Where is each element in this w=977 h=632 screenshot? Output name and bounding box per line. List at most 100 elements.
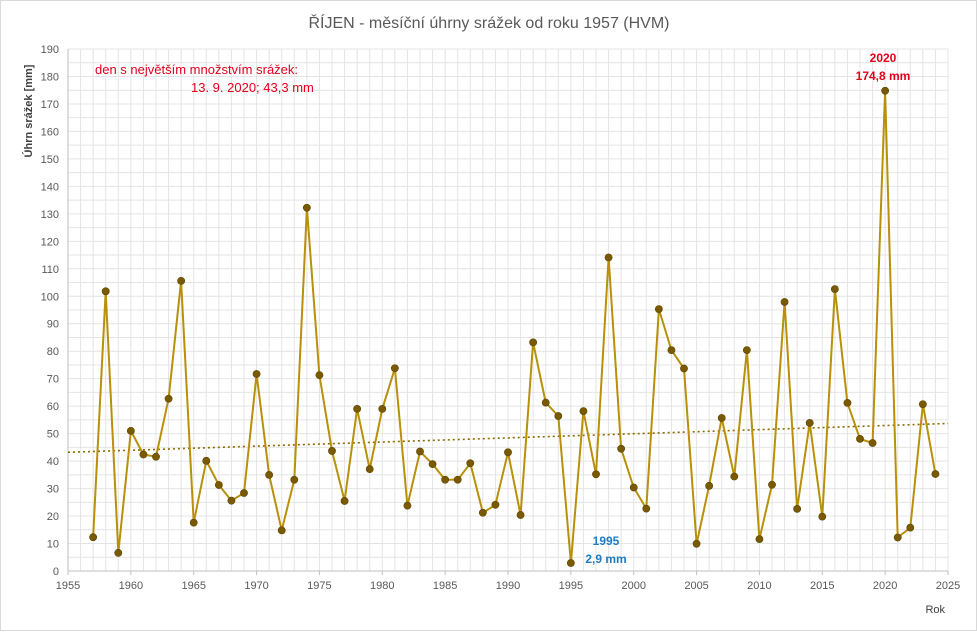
- min-year-label: 1995: [593, 534, 620, 548]
- data-point: [717, 414, 726, 422]
- data-point: [315, 371, 324, 380]
- series-line: [92, 89, 937, 564]
- y-axis-label: Úhrn srážek [mm]: [22, 64, 35, 157]
- x-tick-label: 2020: [873, 580, 897, 592]
- data-point: [516, 511, 525, 519]
- data-point: [189, 518, 198, 527]
- gridlines: [67, 48, 949, 572]
- data-point: [881, 86, 890, 95]
- y-tick-label: 170: [41, 99, 59, 111]
- data-point: [252, 370, 261, 378]
- y-tick-label: 0: [53, 566, 59, 578]
- x-tick-label: 1965: [181, 580, 205, 592]
- y-tick-label: 40: [47, 456, 59, 468]
- data-point: [290, 475, 299, 484]
- data-point: [654, 305, 663, 314]
- data-point: [353, 405, 362, 413]
- data-point: [604, 253, 613, 262]
- data-point: [139, 450, 148, 459]
- y-tick-label: 60: [47, 401, 59, 413]
- y-tick-label: 50: [47, 429, 59, 441]
- data-point: [906, 523, 915, 532]
- data-point: [177, 276, 186, 285]
- data-point: [277, 526, 286, 535]
- data-point: [692, 539, 701, 548]
- data-point: [491, 500, 500, 509]
- data-point: [126, 426, 135, 435]
- data-point: [705, 481, 714, 490]
- trendline: [67, 422, 949, 454]
- data-point: [202, 456, 211, 465]
- data-point: [780, 298, 789, 306]
- y-tick-label: 30: [47, 484, 59, 496]
- x-tick-label: 1975: [307, 580, 331, 592]
- data-point: [152, 452, 160, 461]
- y-tick-label: 130: [41, 209, 59, 221]
- data-point: [642, 504, 651, 513]
- data-point: [227, 496, 236, 505]
- data-point: [340, 497, 349, 505]
- data-point: [768, 480, 776, 489]
- y-tick-labels: 0 10 20 30 40 50 60 70 80 90 100 110 120 130 140 150 160…: [41, 44, 59, 578]
- x-tick-label: 2005: [684, 580, 708, 592]
- x-axis-label: Rok: [925, 604, 945, 616]
- data-point: [214, 481, 223, 489]
- data-point: [114, 548, 123, 557]
- data-point: [755, 535, 764, 544]
- x-tick-label: 2015: [810, 580, 834, 592]
- x-tick-label: 1955: [56, 580, 80, 592]
- data-point: [164, 394, 173, 403]
- x-tick-label: 1980: [370, 580, 394, 592]
- y-tick-label: 150: [41, 154, 59, 166]
- note-line-1: den s největším množstvím srážek:: [95, 62, 298, 77]
- data-point: [554, 412, 563, 420]
- note-line-2: 13. 9. 2020; 43,3 mm: [191, 80, 314, 95]
- data-point: [566, 559, 575, 567]
- x-tick-label: 1970: [244, 580, 268, 592]
- data-point: [478, 508, 487, 517]
- data-point: [378, 405, 387, 413]
- data-point: [818, 512, 827, 521]
- data-point: [240, 489, 248, 497]
- data-point: [403, 501, 412, 510]
- data-point: [742, 346, 751, 355]
- y-tick-label: 20: [47, 511, 59, 523]
- data-point: [843, 398, 852, 407]
- data-point: [805, 419, 814, 427]
- y-tick-label: 140: [41, 181, 59, 193]
- data-point: [592, 470, 600, 479]
- x-tick-labels: 1955 1960 1965 1970 1975 1980 1985 1990 1995 2000…: [56, 571, 960, 592]
- linear-trendline: [67, 422, 949, 454]
- max-year-label: 2020: [870, 51, 897, 65]
- y-tick-label: 180: [41, 71, 59, 83]
- data-point: [830, 285, 839, 294]
- x-tick-label: 1985: [433, 580, 457, 592]
- data-point: [89, 533, 98, 542]
- max-value-label: 174,8 mm: [856, 69, 911, 83]
- data-point: [680, 364, 688, 373]
- series-line-path: [92, 89, 937, 564]
- y-tick-label: 190: [41, 44, 59, 56]
- data-point: [893, 533, 902, 542]
- y-tick-label: 80: [47, 346, 59, 358]
- data-point: [328, 447, 336, 455]
- y-tick-label: 10: [47, 539, 59, 551]
- data-point: [541, 398, 550, 407]
- x-tick-label: 1990: [496, 580, 520, 592]
- data-point: [441, 475, 450, 484]
- data-point: [428, 460, 437, 469]
- x-tick-label: 1995: [559, 580, 583, 592]
- data-point: [504, 448, 512, 457]
- data-point: [931, 470, 940, 478]
- y-tick-label: 160: [41, 126, 59, 138]
- data-point: [667, 346, 676, 355]
- data-point: [302, 203, 311, 212]
- chart-title: ŘÍJEN - měsíční úhrny srážek od roku 195…: [308, 13, 669, 32]
- x-tick-label: 2000: [621, 580, 645, 592]
- data-point: [265, 470, 274, 479]
- y-tick-label: 120: [41, 236, 59, 248]
- series-points: [89, 86, 940, 567]
- data-point: [466, 459, 475, 468]
- data-point: [101, 287, 110, 296]
